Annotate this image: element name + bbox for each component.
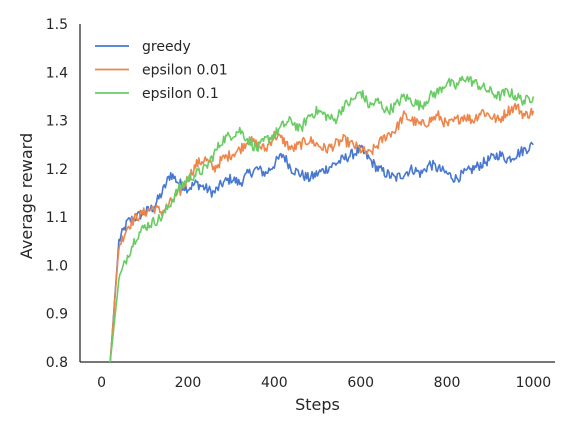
y-tick-label: 1.2 xyxy=(46,162,68,178)
series-line-greedy xyxy=(109,141,534,363)
legend-label: greedy xyxy=(142,39,191,55)
axes: 0 200 400 600 800 1000 0.8 0.9 1.0 1.1 1.2 1.3 1.4 1.… xyxy=(46,17,555,391)
y-tick-label: 0.9 xyxy=(46,307,68,323)
y-tick-label: 0.8 xyxy=(46,355,68,371)
x-tick-label: 400 xyxy=(261,375,288,391)
legend-label: epsilon 0.1 xyxy=(142,86,219,102)
legend-label: epsilon 0.01 xyxy=(142,63,228,79)
y-tick-label: 1.4 xyxy=(46,65,68,81)
series-group xyxy=(109,75,535,363)
y-tick-label: 1.1 xyxy=(46,210,68,226)
x-tick-label: 800 xyxy=(434,375,461,391)
series-line-epsilon-0-1 xyxy=(109,75,535,363)
x-tick-label: 1000 xyxy=(516,375,552,391)
x-tick-label: 0 xyxy=(97,375,106,391)
y-tick-label: 1.0 xyxy=(46,258,68,274)
y-tick-label: 1.3 xyxy=(46,114,68,130)
y-axis-label: Average reward xyxy=(17,133,36,259)
legend: greedy epsilon 0.01 epsilon 0.1 xyxy=(95,39,228,102)
x-tick-label: 200 xyxy=(175,375,202,391)
series-line-epsilon-0-01 xyxy=(109,102,535,363)
x-tick-label: 600 xyxy=(347,375,374,391)
y-tick-label: 1.5 xyxy=(46,17,68,33)
x-axis-label: Steps xyxy=(295,395,340,414)
